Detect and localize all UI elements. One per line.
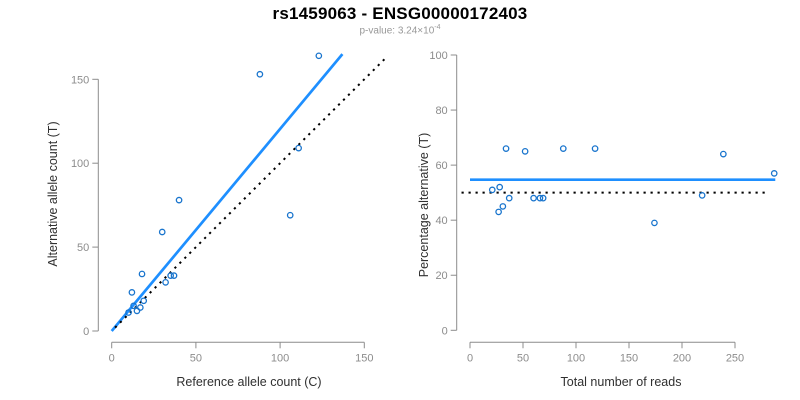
identity-line: [114, 56, 387, 329]
data-point: [125, 309, 132, 316]
y-tick-label: 40: [435, 215, 447, 227]
data-point: [133, 307, 141, 315]
y-tick-label: 150: [71, 74, 89, 86]
data-point: [559, 145, 567, 152]
data-point: [539, 194, 547, 202]
data-point: [256, 70, 264, 78]
y-tick-label: 60: [435, 160, 447, 172]
data-point: [136, 304, 144, 311]
data-point: [530, 194, 537, 202]
data-point: [158, 228, 166, 236]
x-axis-label: Reference allele count (C): [176, 375, 321, 389]
data-point: [167, 272, 174, 279]
figure-subtitle: p-value: 3.24×10-4: [0, 24, 800, 36]
y-axis-label: Alternative allele count (T): [46, 121, 60, 266]
y-tick-label: 80: [435, 105, 447, 117]
data-point: [505, 194, 513, 202]
regression-line: [110, 53, 344, 332]
data-point: [162, 278, 169, 286]
x-tick-label: 200: [673, 352, 691, 364]
data-point: [719, 150, 727, 158]
y-tick-label: 100: [71, 158, 89, 170]
y-tick-label: 50: [77, 242, 89, 254]
y-tick-label: 100: [429, 50, 447, 62]
figure-title: rs1459063 - ENSG00000172403: [272, 4, 528, 23]
x-tick-label: 100: [271, 352, 289, 364]
data-point: [170, 272, 178, 279]
x-tick-label: 250: [726, 352, 744, 364]
data-point: [140, 297, 148, 305]
data-point: [536, 194, 544, 202]
data-point: [495, 208, 502, 216]
allele-count-scatter-panel: 0 50 100 150 0 50 100 150 Reference allele count…: [46, 52, 387, 389]
data-point: [295, 144, 302, 152]
x-tick-label: 50: [517, 352, 529, 364]
data-point: [315, 52, 323, 60]
data-point: [698, 192, 706, 199]
y-tick-label: 0: [442, 325, 448, 337]
data-point: [138, 270, 146, 278]
pvalue-text: p-value: 3.24×10: [359, 25, 435, 37]
data-point: [130, 302, 137, 310]
x-tick-label: 150: [355, 352, 373, 364]
data-point: [651, 219, 658, 227]
x-tick-label: 50: [190, 352, 202, 364]
x-tick-label: 100: [567, 352, 585, 364]
data-point: [502, 145, 510, 152]
data-point: [286, 211, 294, 219]
x-axis-label: Total number of reads: [561, 375, 682, 389]
pvalue-exponent: -4: [434, 24, 441, 31]
data-point: [488, 186, 496, 194]
data-point: [496, 183, 504, 191]
data-point: [521, 148, 529, 155]
data-point: [770, 170, 778, 177]
data-point: [128, 289, 136, 296]
y-tick-label: 0: [83, 326, 89, 338]
x-tick-label: 150: [620, 352, 638, 364]
data-point: [499, 203, 507, 210]
percentage-reads-scatter-panel: 0 20 40 60 80 100 0 50 100 150 200 250 Total number …: [417, 50, 778, 389]
x-tick-label: 0: [109, 352, 115, 364]
y-axis-label: Percentage alternative (T): [417, 133, 431, 278]
data-point: [175, 196, 183, 204]
data-point: [591, 145, 599, 152]
x-tick-label: 0: [467, 352, 473, 364]
y-tick-label: 20: [435, 270, 447, 282]
